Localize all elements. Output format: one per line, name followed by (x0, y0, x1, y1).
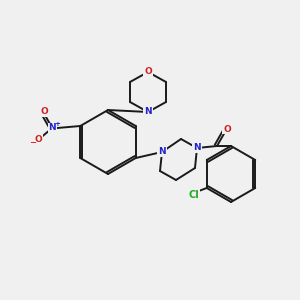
Text: N: N (49, 124, 56, 133)
Text: O: O (40, 107, 48, 116)
Text: O: O (144, 68, 152, 76)
Text: −: − (29, 139, 36, 148)
Text: N: N (158, 148, 166, 157)
Text: O: O (34, 134, 42, 143)
Text: +: + (54, 121, 60, 127)
Text: O: O (223, 124, 231, 134)
Text: Cl: Cl (188, 190, 199, 200)
Text: N: N (144, 107, 152, 116)
Text: N: N (193, 143, 201, 152)
